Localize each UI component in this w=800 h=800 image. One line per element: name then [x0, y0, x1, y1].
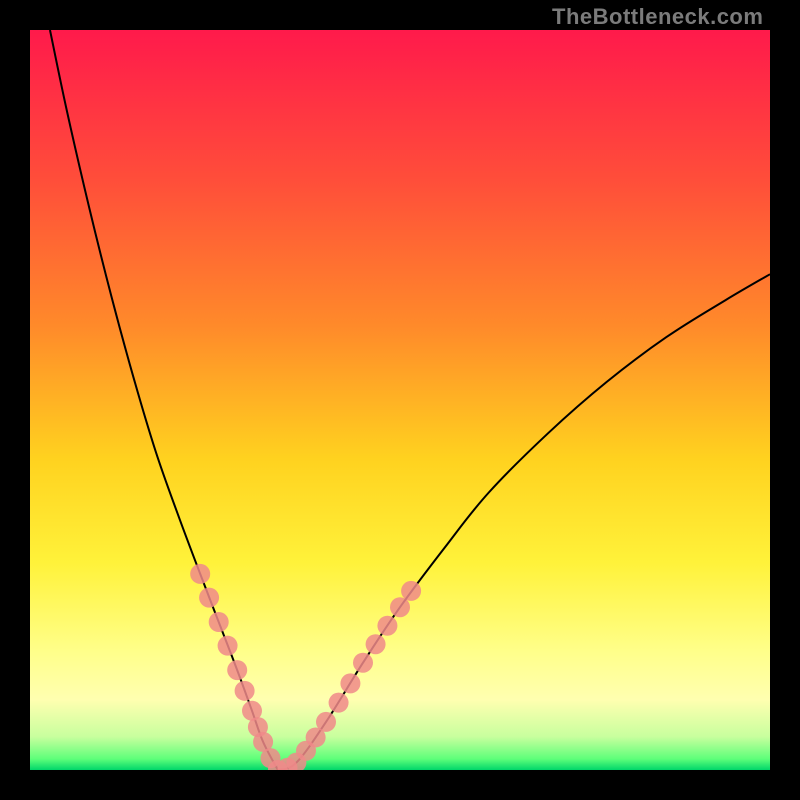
plot-svg — [30, 30, 770, 770]
plot-area — [30, 30, 770, 770]
marker-point — [190, 564, 210, 584]
marker-point — [353, 653, 373, 673]
marker-point — [390, 597, 410, 617]
marker-point — [218, 636, 238, 656]
marker-point — [235, 681, 255, 701]
marker-point — [401, 581, 421, 601]
marker-point — [199, 588, 219, 608]
marker-point — [227, 660, 247, 680]
marker-point — [340, 673, 360, 693]
marker-point — [209, 612, 229, 632]
outer-frame: TheBottleneck.com — [0, 0, 800, 800]
watermark-text: TheBottleneck.com — [552, 4, 763, 30]
marker-point — [316, 712, 336, 732]
marker-point — [366, 634, 386, 654]
marker-point — [329, 693, 349, 713]
marker-point — [377, 616, 397, 636]
